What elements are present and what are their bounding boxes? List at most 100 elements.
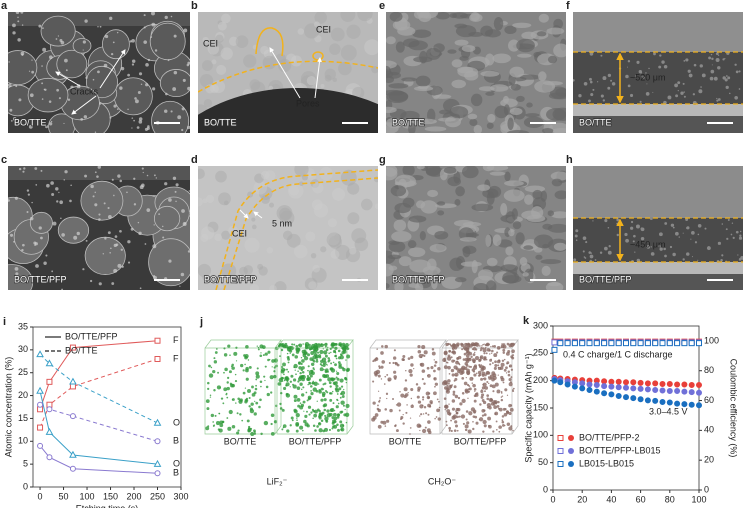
- rendering-voxel: [483, 343, 485, 345]
- speck: [31, 59, 33, 61]
- flake: [552, 107, 566, 121]
- grain: [244, 237, 260, 253]
- rendering-voxel: [244, 387, 247, 389]
- grain: [260, 170, 270, 180]
- flake: [438, 117, 456, 122]
- capacity-point: [652, 380, 659, 387]
- rendering-voxel: [511, 349, 515, 354]
- legend-label: BO/TTE/PFP: [65, 331, 118, 341]
- rendering-voxel: [315, 358, 319, 361]
- capacity-point: [666, 399, 673, 406]
- flake: [461, 44, 476, 52]
- rendering-voxel: [301, 359, 305, 363]
- grain: [262, 55, 277, 70]
- speck: [9, 108, 13, 112]
- rendering-voxel: [398, 409, 401, 412]
- rendering-voxel: [482, 348, 487, 353]
- rendering-voxel: [393, 375, 397, 379]
- rendering-voxel: [345, 421, 348, 424]
- flake: [386, 122, 399, 133]
- rendering-voxel: [402, 422, 405, 425]
- rendering-voxel: [306, 399, 309, 402]
- rendering-voxel: [454, 420, 458, 424]
- rendering-voxel: [451, 373, 455, 377]
- rendering-voxel: [339, 344, 343, 348]
- speck: [582, 250, 585, 253]
- x-tick-label: 0: [550, 494, 555, 504]
- rendering-voxel: [340, 400, 345, 405]
- rendering-voxel: [372, 415, 377, 420]
- capacity-point: [593, 382, 600, 389]
- speck: [14, 196, 18, 200]
- flake: [408, 122, 416, 133]
- speck: [693, 63, 697, 67]
- rendering-voxel: [245, 366, 249, 371]
- flake: [413, 56, 433, 63]
- micrograph: [573, 166, 743, 290]
- flake: [402, 166, 415, 177]
- rendering-voxel: [277, 344, 281, 348]
- flake: [419, 230, 426, 241]
- rendering-voxel: [493, 345, 496, 348]
- rendering-voxel: [468, 351, 473, 356]
- rendering-voxel: [473, 373, 477, 377]
- speck: [646, 245, 651, 249]
- x-tick-label: 250: [150, 491, 165, 501]
- rendering-voxel: [330, 392, 333, 395]
- speck: [686, 252, 690, 256]
- data-point: [153, 459, 162, 467]
- speck: [103, 63, 108, 68]
- series-label: B: [173, 436, 179, 446]
- flake: [443, 167, 457, 174]
- capacity-point: [674, 381, 681, 388]
- speck: [158, 213, 161, 215]
- rendering-voxel: [409, 427, 412, 429]
- rendering-voxel: [344, 376, 347, 380]
- micrograph: [573, 12, 743, 133]
- particle: [159, 69, 190, 97]
- rendering-voxel: [298, 366, 302, 370]
- speck: [675, 231, 679, 236]
- rendering-voxel: [438, 406, 441, 409]
- rendering-voxel: [299, 425, 304, 430]
- rendering-voxel: [402, 414, 404, 416]
- rendering-voxel: [429, 400, 433, 404]
- rendering-voxel: [226, 396, 229, 399]
- rendering-voxel: [205, 399, 210, 404]
- capacity-point: [637, 396, 644, 403]
- flake: [492, 234, 502, 247]
- rendering-voxel: [207, 387, 210, 391]
- flake: [388, 265, 398, 271]
- capacity-point: [623, 379, 629, 386]
- data-point: [154, 337, 161, 344]
- rendering-voxel: [323, 369, 325, 371]
- speck: [119, 229, 122, 233]
- rendering-voxel: [462, 358, 466, 361]
- flake: [493, 16, 504, 31]
- flake: [517, 53, 532, 58]
- rendering-voxel: [302, 343, 304, 345]
- rendering-voxel: [324, 342, 328, 347]
- grain: [274, 281, 287, 290]
- rendering-voxel: [421, 369, 426, 373]
- rendering-voxel: [255, 371, 260, 376]
- grain: [211, 59, 217, 65]
- rendering-voxel: [289, 346, 294, 351]
- rendering-voxel: [496, 346, 501, 350]
- rendering-voxel: [294, 369, 296, 371]
- speck: [177, 115, 182, 120]
- rendering-voxel: [284, 342, 288, 346]
- rendering-voxel: [242, 369, 245, 372]
- rendering-voxel: [336, 372, 340, 376]
- data-point: [69, 450, 77, 458]
- rendering-voxel: [279, 407, 283, 410]
- speck: [15, 85, 18, 88]
- capacity-point: [688, 382, 695, 389]
- rendering-voxel: [457, 396, 461, 400]
- rendering-voxel: [452, 392, 456, 396]
- speck: [724, 58, 726, 60]
- pointer-arrow: [314, 57, 322, 99]
- annotation: 0.4 C charge/1 C discharge: [563, 349, 673, 359]
- rendering-voxel: [316, 425, 319, 428]
- speck: [732, 236, 735, 239]
